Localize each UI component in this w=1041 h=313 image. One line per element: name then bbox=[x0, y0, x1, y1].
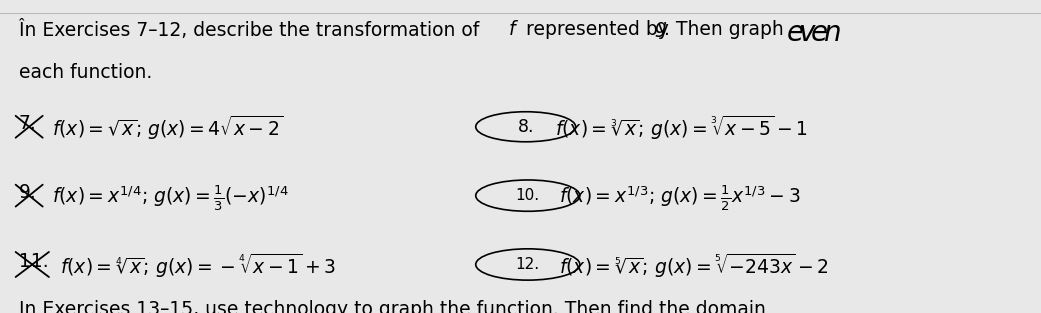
Text: $f(x) = \sqrt[4]{x}$; $g(x) = -\sqrt[4]{x-1} + 3$: $f(x) = \sqrt[4]{x}$; $g(x) = -\sqrt[4]{… bbox=[60, 252, 336, 280]
Text: $g$: $g$ bbox=[654, 20, 667, 39]
Text: 7.: 7. bbox=[19, 114, 36, 133]
Text: $\mathit{e}\!\mathit{v}\!\mathit{e}\!\mathit{n}$: $\mathit{e}\!\mathit{v}\!\mathit{e}\!\ma… bbox=[786, 20, 841, 47]
Text: 8.: 8. bbox=[517, 118, 534, 136]
Text: $f(x) = \sqrt[3]{x}$; $g(x) = \sqrt[3]{x-5} - 1$: $f(x) = \sqrt[3]{x}$; $g(x) = \sqrt[3]{x… bbox=[555, 114, 808, 142]
Text: $f(x) = \sqrt{x}$; $g(x) = 4\sqrt{x-2}$: $f(x) = \sqrt{x}$; $g(x) = 4\sqrt{x-2}$ bbox=[52, 114, 283, 142]
Text: $f$: $f$ bbox=[508, 20, 519, 39]
Text: 12.: 12. bbox=[515, 257, 540, 272]
Text: În Exercises 7–12, describe the transformation of: În Exercises 7–12, describe the transfor… bbox=[19, 20, 485, 40]
Text: 9.: 9. bbox=[19, 183, 36, 202]
Text: . Then graph: . Then graph bbox=[664, 20, 790, 39]
Text: $f(x) = \sqrt[5]{x}$; $g(x) = \sqrt[5]{-243x} - 2$: $f(x) = \sqrt[5]{x}$; $g(x) = \sqrt[5]{-… bbox=[559, 252, 829, 280]
Text: 11.: 11. bbox=[19, 252, 48, 271]
Text: $f(x) = x^{1/4}$; $g(x) = \frac{1}{3}(-x)^{1/4}$: $f(x) = x^{1/4}$; $g(x) = \frac{1}{3}(-x… bbox=[52, 183, 288, 213]
Text: each function.: each function. bbox=[19, 63, 152, 82]
Text: In Exercises 13–15, use technology to graph the function. Then find the domain: In Exercises 13–15, use technology to gr… bbox=[19, 300, 765, 313]
Text: represented by: represented by bbox=[520, 20, 676, 39]
Text: $f(x) = x^{1/3}$; $g(x) = \frac{1}{2}x^{1/3} - 3$: $f(x) = x^{1/3}$; $g(x) = \frac{1}{2}x^{… bbox=[559, 183, 801, 213]
Text: 10.: 10. bbox=[515, 188, 540, 203]
